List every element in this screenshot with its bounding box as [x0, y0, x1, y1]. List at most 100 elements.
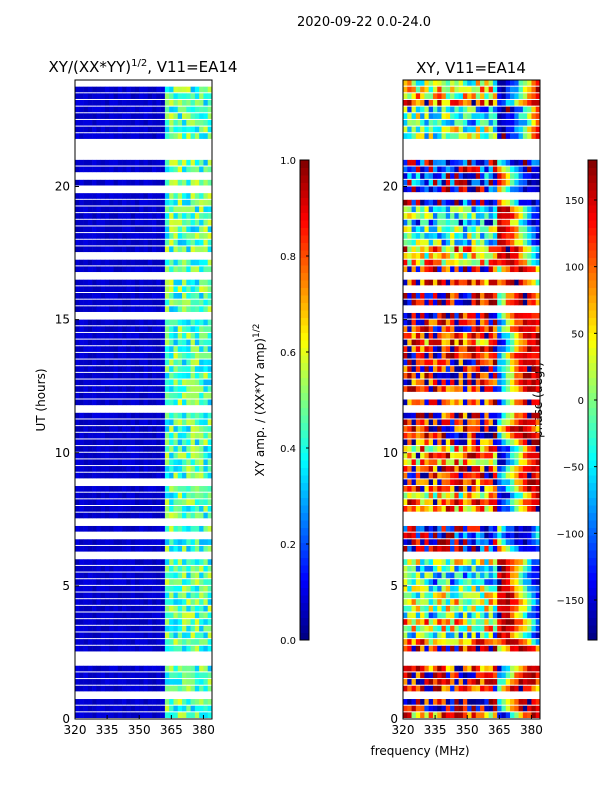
heatmap-cell — [450, 246, 455, 253]
heatmap-cell — [122, 459, 127, 466]
heatmap-cell — [492, 466, 498, 472]
heatmap-cell — [113, 499, 119, 505]
heatmap-cell — [480, 352, 485, 359]
heatmap-cell — [415, 326, 421, 332]
heatmap-cell — [480, 226, 485, 233]
heatmap-cell — [415, 346, 421, 352]
heatmap-cell — [199, 579, 204, 585]
heatmap-cell — [122, 319, 127, 326]
heatmap-cell — [100, 612, 106, 619]
heatmap-cell — [134, 685, 140, 692]
heatmap-cell — [531, 619, 537, 625]
heatmap-cell — [437, 233, 442, 239]
heatmap-cell — [207, 399, 213, 406]
heatmap-cell — [437, 599, 442, 605]
heatmap-cell — [160, 672, 166, 679]
heatmap-cell — [207, 645, 213, 652]
heatmap-cell — [152, 193, 157, 199]
heatmap-cell — [467, 399, 472, 406]
heatmap-cell — [113, 179, 119, 186]
heatmap-cell — [83, 86, 89, 93]
heatmap-cell — [462, 279, 468, 286]
heatmap-cell — [117, 86, 123, 93]
heatmap-cell — [462, 625, 468, 632]
heatmap-cell — [484, 579, 489, 585]
heatmap-cell — [488, 226, 494, 233]
heatmap-cell — [79, 106, 84, 113]
heatmap-cell — [454, 199, 459, 206]
heatmap-cell — [87, 579, 93, 585]
heatmap-cell — [411, 499, 417, 505]
heatmap-cell — [467, 206, 472, 213]
heatmap-cell — [441, 479, 447, 486]
heatmap-cell — [454, 412, 459, 419]
heatmap-cell — [75, 592, 80, 599]
heatmap-cell — [139, 492, 144, 499]
heatmap-cell — [96, 346, 101, 352]
heatmap-cell — [432, 506, 438, 512]
heatmap-cell — [87, 625, 93, 632]
heatmap-cell — [450, 712, 455, 718]
heatmap-cell — [152, 293, 157, 299]
heatmap-cell — [190, 346, 196, 352]
heatmap-cell — [424, 206, 429, 213]
colorbar-segment — [300, 527, 309, 536]
heatmap-cell — [471, 486, 477, 492]
heatmap-cell — [531, 466, 537, 472]
heatmap-cell — [122, 293, 127, 299]
heatmap-cell — [484, 206, 489, 213]
heatmap-cell — [420, 359, 425, 366]
heatmap-cell — [415, 545, 421, 552]
heatmap-cell — [117, 639, 123, 645]
heatmap-cell — [437, 432, 442, 439]
heatmap-cell — [471, 545, 477, 552]
heatmap-cell — [117, 705, 123, 712]
heatmap-cell — [143, 525, 149, 532]
heatmap-cell — [441, 186, 447, 193]
heatmap-cell — [207, 605, 213, 612]
heatmap-cell — [173, 366, 179, 372]
heatmap-cell — [122, 259, 127, 266]
heatmap-cell — [126, 199, 131, 206]
heatmap-cell — [117, 712, 123, 718]
heatmap-cell — [480, 572, 485, 579]
heatmap-cell — [475, 173, 481, 179]
heatmap-cell — [96, 339, 101, 346]
heatmap-cell — [480, 219, 485, 226]
heatmap-cell — [531, 679, 537, 685]
heatmap-cell — [424, 665, 429, 672]
heatmap-cell — [173, 166, 179, 173]
heatmap-cell — [514, 412, 519, 419]
heatmap-cell — [164, 286, 170, 292]
heatmap-cell — [518, 219, 524, 226]
heatmap-cell — [454, 452, 459, 459]
heatmap-cell — [92, 506, 97, 512]
heatmap-cell — [501, 612, 507, 619]
heatmap-cell — [160, 446, 166, 452]
heatmap-cell — [126, 239, 131, 246]
heatmap-cell — [403, 579, 408, 585]
heatmap-cell — [164, 166, 170, 173]
heatmap-cell — [531, 439, 537, 446]
heatmap-cell — [79, 226, 84, 233]
heatmap-cell — [199, 133, 204, 139]
heatmap-cell — [407, 565, 412, 572]
heatmap-cell — [194, 259, 200, 266]
heatmap-cell — [531, 625, 537, 632]
heatmap-cell — [164, 592, 170, 599]
heatmap-cell — [415, 479, 421, 486]
heatmap-cell — [152, 432, 157, 439]
heatmap-cell — [462, 672, 468, 679]
heatmap-cell — [411, 372, 417, 379]
heatmap-cell — [130, 346, 136, 352]
heatmap-cell — [79, 592, 84, 599]
heatmap-cell — [475, 479, 481, 486]
heatmap-cell — [164, 419, 170, 426]
heatmap-cell — [510, 239, 515, 246]
heatmap-cell — [403, 159, 408, 166]
heatmap-cell — [458, 432, 464, 439]
heatmap-cell — [518, 399, 524, 406]
heatmap-cell — [458, 399, 464, 406]
heatmap-cell — [92, 699, 97, 705]
heatmap-cell — [199, 366, 204, 372]
